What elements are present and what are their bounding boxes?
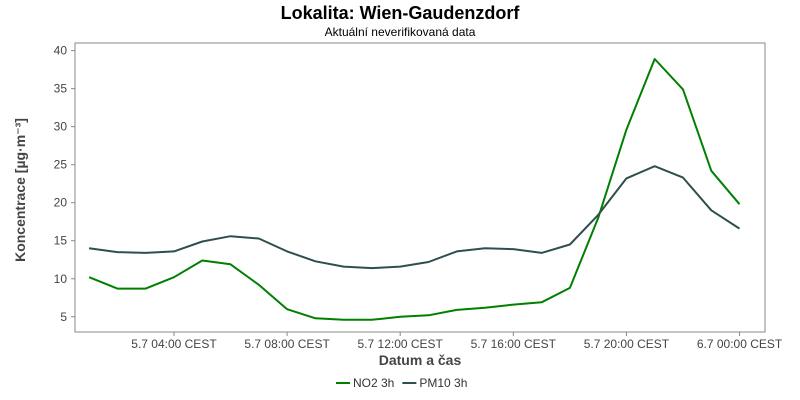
x-tick-label: 5.7 04:00 CEST <box>131 337 217 351</box>
x-tick-label: 5.7 20:00 CEST <box>584 337 670 351</box>
plot-area <box>74 42 766 333</box>
y-tick-label: 40 <box>54 44 68 58</box>
x-tick-labels: 5.7 04:00 CEST 5.7 08:00 CEST 5.7 12:00 CE… <box>131 337 783 351</box>
y-axis-title: Koncentrace [µg·m⁻³] <box>12 118 28 262</box>
y-tick-label: 15 <box>54 234 68 248</box>
x-axis-title: Datum a čas <box>379 352 462 368</box>
legend-label-no2-3h: NO2 3h <box>353 376 394 390</box>
y-tick-label: 5 <box>60 310 67 324</box>
x-tick-label: 5.7 08:00 CEST <box>244 337 330 351</box>
y-tick-label: 10 <box>54 272 68 286</box>
series-line-pm10-3h <box>88 165 741 270</box>
series-lines <box>88 58 741 321</box>
chart-title: Lokalita: Wien-Gaudenzdorf <box>281 3 521 23</box>
x-tick-label: 5.7 16:00 CEST <box>471 337 557 351</box>
x-tick-label: 6.7 00:00 CEST <box>697 337 783 351</box>
y-tick-label: 30 <box>54 120 68 134</box>
axes <box>71 42 766 336</box>
y-tick-label: 20 <box>54 196 68 210</box>
chart-subtitle: Aktuální neverifikovaná data <box>325 25 476 39</box>
legend-label-pm10-3h: PM10 3h <box>419 376 467 390</box>
y-tick-labels: 5 10 15 20 25 30 35 40 <box>54 44 68 324</box>
x-tick-label: 5.7 12:00 CEST <box>358 337 444 351</box>
y-tick-label: 25 <box>54 158 68 172</box>
legend: NO2 3h PM10 3h <box>336 376 467 390</box>
series-line-no2-3h <box>88 58 741 321</box>
y-tick-label: 35 <box>54 82 68 96</box>
